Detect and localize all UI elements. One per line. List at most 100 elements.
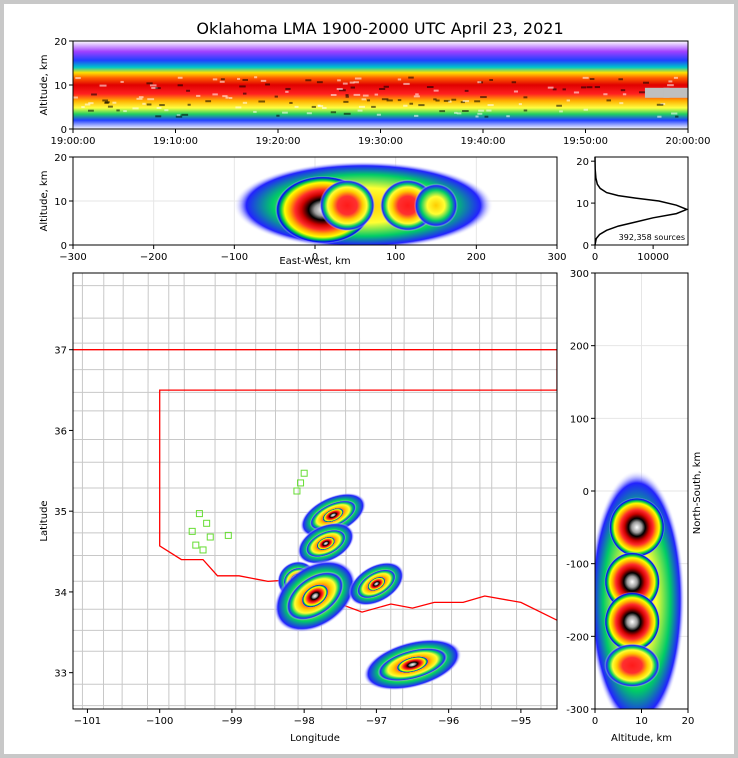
density-speckle: [433, 98, 437, 101]
density-speckle: [620, 89, 626, 92]
ns-alt-xtick-label: 10: [635, 716, 648, 727]
lma-station-marker: [203, 519, 211, 527]
density-speckle: [638, 91, 646, 94]
density-speckle: [408, 76, 414, 79]
density-speckle: [242, 101, 248, 104]
density-speckle: [426, 86, 434, 89]
county-boundary: [478, 273, 481, 709]
density-speckle: [353, 81, 359, 84]
density-speckle: [330, 94, 337, 97]
density-speckle: [353, 93, 361, 96]
density-speckle: [317, 105, 324, 108]
lat-ytick-label: 37: [54, 346, 67, 357]
density-speckle: [523, 96, 528, 99]
county-boundary: [274, 273, 277, 709]
plan-view-xlabel: Longitude: [290, 733, 340, 744]
density-speckle: [132, 107, 139, 110]
lma-figure: Oklahoma LMA 1900-2000 UTC April 23, 202…: [39, 19, 710, 744]
density-speckle: [374, 93, 379, 96]
density-speckle: [511, 81, 517, 84]
density-speckle: [477, 112, 483, 115]
density-speckle: [462, 100, 470, 103]
density-speckle: [102, 99, 109, 102]
county-boundary: [402, 273, 405, 709]
density-cell: [604, 591, 661, 652]
density-speckle: [176, 114, 181, 117]
density-speckle: [606, 99, 612, 102]
density-speckle: [205, 100, 212, 103]
density-speckle: [285, 87, 291, 90]
density-speckle: [306, 112, 312, 115]
density-speckle: [177, 84, 183, 87]
time-xtick-label: 19:00:00: [51, 136, 96, 147]
figure-canvas: Oklahoma LMA 1900-2000 UTC April 23, 202…: [4, 4, 734, 754]
density-speckle: [196, 94, 201, 97]
lon-xtick-label: −100: [146, 716, 173, 727]
density-speckle: [668, 80, 673, 83]
density-speckle: [566, 99, 570, 102]
density-speckle: [451, 98, 457, 101]
lma-station-marker: [206, 533, 214, 541]
lma-station-marker: [297, 479, 305, 487]
density-speckle: [376, 113, 381, 116]
density-speckle: [175, 115, 183, 118]
density-speckle: [337, 79, 341, 82]
plan-view-plot-area: [73, 273, 557, 709]
ns-ytick-label: 0: [583, 487, 589, 498]
density-speckle: [418, 104, 425, 107]
county-boundary: [358, 273, 362, 709]
density-speckle: [228, 97, 233, 100]
density-speckle: [513, 90, 519, 93]
density-speckle: [107, 105, 113, 108]
histogram-axes: [594, 156, 689, 246]
density-speckle: [219, 80, 225, 83]
density-speckle: [474, 100, 481, 103]
density-speckle: [342, 82, 348, 85]
density-speckle: [464, 89, 469, 92]
density-speckle: [506, 115, 510, 118]
density-speckle: [362, 94, 369, 97]
east-west-xlabel: East-West, km: [279, 256, 350, 267]
density-speckle: [552, 88, 557, 91]
density-speckle: [156, 106, 162, 109]
source-count-annotation: 392,358 sources: [619, 233, 685, 242]
lma-station-marker: [293, 487, 301, 495]
density-speckle: [413, 95, 420, 98]
ns-alt-xtick-label: 0: [592, 716, 598, 727]
density-speckle: [186, 89, 191, 92]
density-speckle: [311, 105, 316, 108]
density-speckle: [274, 95, 278, 98]
density-speckle: [177, 76, 183, 79]
density-speckle: [381, 98, 389, 101]
density-cell: [608, 497, 665, 558]
density-speckle: [276, 114, 280, 117]
density-speckle: [146, 82, 153, 85]
ns-ytick-label: -300: [566, 705, 589, 716]
lon-xtick-label: −101: [74, 716, 101, 727]
density-cell: [414, 183, 458, 228]
density-speckle: [316, 81, 323, 84]
lat-ytick-label: 36: [54, 426, 67, 437]
density-speckle: [159, 104, 165, 107]
altitude-north-south-panel: 0 10 20 -300 -200 -100 0 100 200 300 Altitude, km N…: [566, 269, 703, 744]
density-speckle: [657, 115, 662, 118]
storm-peak: [322, 508, 344, 523]
east-west-ylabel: Altitude, km: [39, 171, 50, 232]
density-speckle: [112, 101, 117, 104]
hist-xtick-label: 10000: [637, 252, 669, 263]
density-speckle: [656, 103, 664, 106]
time-xtick-label: 19:30:00: [358, 136, 403, 147]
density-speckle: [486, 109, 492, 112]
county-boundary: [121, 273, 124, 709]
density-speckle: [484, 115, 489, 118]
lma-station-marker: [192, 541, 200, 549]
density-speckle: [477, 81, 482, 84]
density-speckle: [435, 99, 440, 102]
ew-xtick-label: 100: [386, 252, 405, 263]
time-xtick-label: 19:20:00: [256, 136, 301, 147]
lma-station-marker: [195, 510, 203, 518]
density-speckle: [116, 109, 120, 112]
source-count-profile: [594, 156, 689, 246]
lma-station-marker: [188, 527, 196, 535]
density-speckle: [475, 115, 479, 118]
